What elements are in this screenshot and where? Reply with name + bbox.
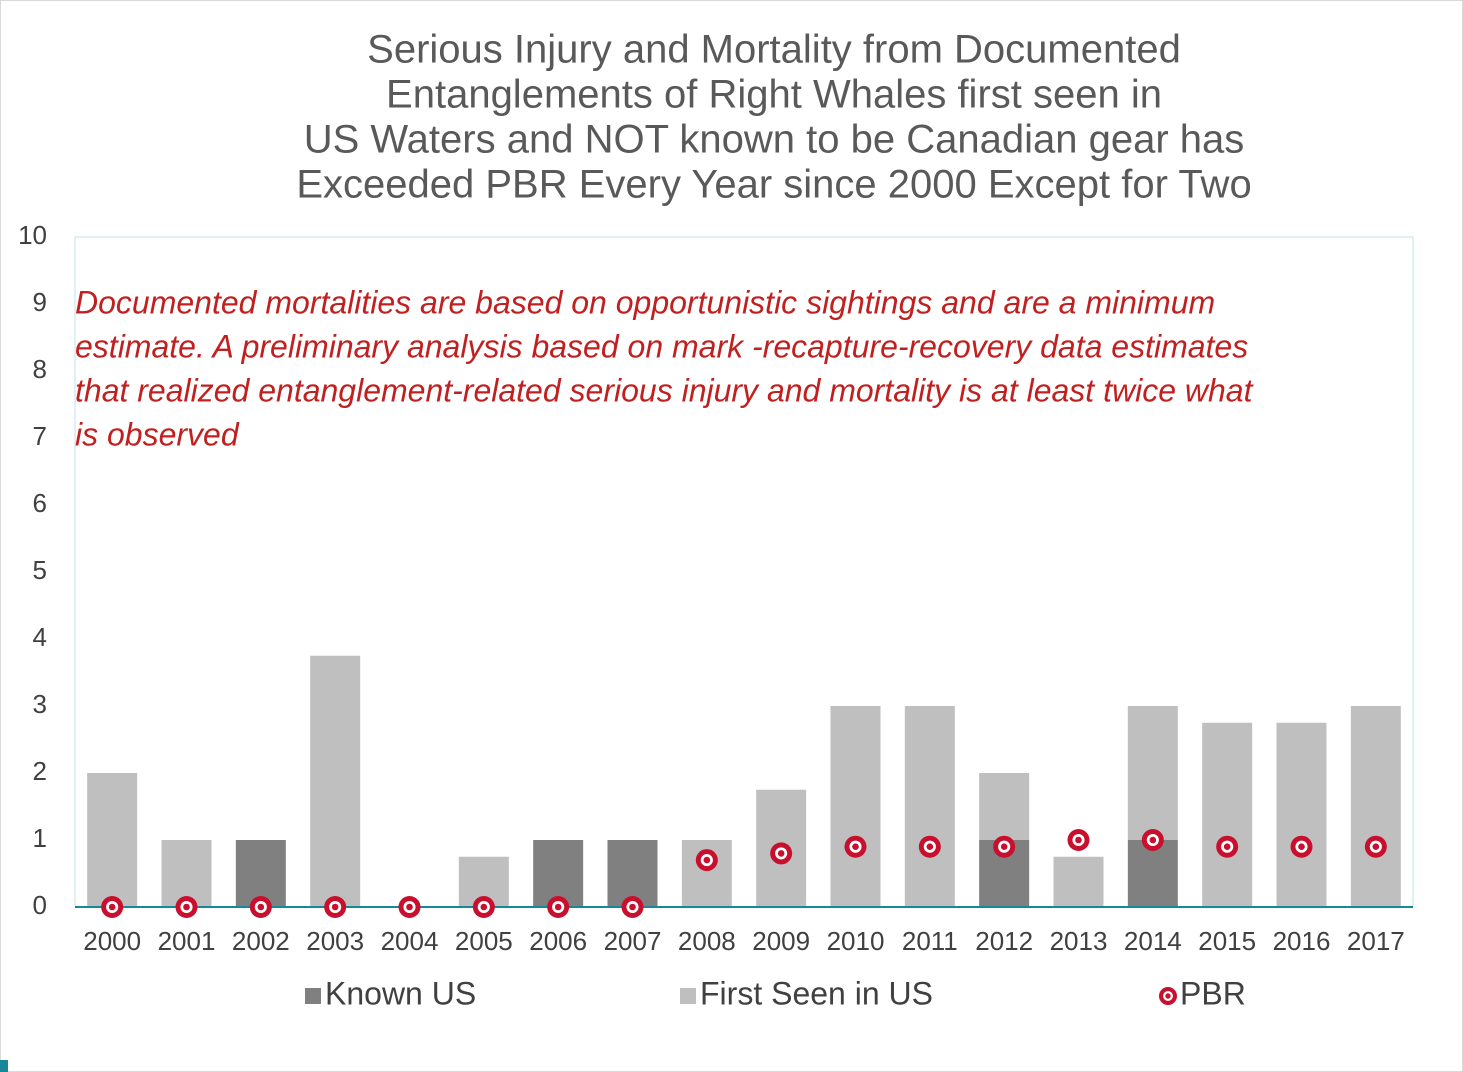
x-tick-label: 2001	[158, 926, 216, 956]
marker-dot	[1223, 843, 1231, 850]
x-tick-label: 2003	[306, 926, 364, 956]
x-tick-label: 2007	[604, 926, 662, 956]
marker-dot	[852, 843, 859, 850]
x-tick-label: 2012	[975, 926, 1033, 956]
annotation: Documented mortalities are based on oppo…	[75, 284, 1215, 320]
legend-swatch	[305, 988, 321, 1004]
y-tick-label: 7	[33, 421, 47, 451]
chart-title: US Waters and NOT known to be Canadian g…	[304, 118, 1245, 162]
legend-label: PBR	[1180, 975, 1246, 1011]
pbr-marker	[472, 896, 495, 918]
legend-swatch	[680, 988, 696, 1004]
marker-dot	[108, 903, 116, 911]
y-tick-label: 10	[18, 220, 47, 250]
bar	[904, 706, 955, 907]
marker-dot	[777, 850, 785, 857]
pbr-marker	[249, 896, 272, 918]
bar	[1127, 706, 1178, 840]
annotation: estimate. A preliminary analysis based o…	[75, 328, 1248, 364]
marker-dot	[926, 843, 934, 850]
pbr-marker	[1067, 829, 1090, 851]
pbr-marker	[844, 835, 867, 858]
x-tick-label: 2004	[381, 926, 439, 956]
marker-dot	[554, 903, 562, 911]
x-tick-label: 2009	[752, 926, 810, 956]
marker-dot	[480, 903, 488, 911]
x-tick-label: 2017	[1347, 926, 1405, 956]
pbr-marker	[175, 896, 198, 918]
y-tick-label: 5	[33, 555, 47, 585]
marker-dot	[1372, 843, 1380, 850]
y-tick-label: 4	[33, 622, 47, 652]
x-tick-label: 2014	[1124, 926, 1182, 956]
bar	[1202, 722, 1253, 907]
legend-marker	[1159, 987, 1177, 1005]
bar	[607, 840, 658, 907]
bar	[533, 840, 584, 907]
marker-dot	[1075, 836, 1082, 844]
marker-dot	[1000, 843, 1008, 850]
x-tick-label: 2015	[1198, 926, 1256, 956]
pbr-marker	[993, 835, 1016, 858]
chart-title: Serious Injury and Mortality from Docume…	[367, 28, 1181, 72]
bar	[235, 840, 286, 907]
pbr-marker	[1141, 829, 1164, 851]
pbr-marker	[695, 849, 718, 872]
bar	[1276, 722, 1327, 907]
pbr-marker	[621, 896, 644, 918]
x-tick-label: 2016	[1273, 926, 1331, 956]
x-tick-label: 2013	[1050, 926, 1108, 956]
legend-label: First Seen in US	[700, 975, 933, 1011]
marker-dot	[406, 903, 413, 911]
marker-dot	[1165, 993, 1171, 999]
bar	[1350, 706, 1401, 907]
x-tick-label: 2006	[529, 926, 587, 956]
marker-dot	[629, 903, 636, 911]
bar	[1127, 840, 1178, 907]
chart-title: Entanglements of Right Whales first seen…	[386, 73, 1162, 117]
marker-dot	[703, 856, 711, 864]
x-tick-label: 2002	[232, 926, 290, 956]
marker-dot	[1298, 843, 1305, 850]
bar	[87, 773, 138, 907]
pbr-marker	[1364, 835, 1387, 858]
chart-title: Exceeded PBR Every Year since 2000 Excep…	[296, 163, 1251, 207]
x-tick-label: 2008	[678, 926, 736, 956]
y-tick-label: 1	[33, 823, 47, 853]
y-tick-label: 9	[33, 287, 47, 317]
marker-dot	[183, 903, 190, 911]
bar	[979, 773, 1030, 840]
corner-accent	[0, 1060, 8, 1072]
x-tick-label: 2000	[83, 926, 141, 956]
y-tick-label: 2	[33, 756, 47, 786]
bar	[161, 840, 212, 907]
pbr-marker	[918, 835, 941, 858]
y-tick-label: 0	[33, 890, 47, 920]
annotation: that realized entanglement-related serio…	[75, 372, 1254, 408]
annotation: is observed	[75, 416, 240, 452]
pbr-marker	[770, 842, 793, 865]
marker-dot	[1149, 836, 1157, 844]
pbr-marker	[324, 896, 347, 918]
pbr-marker	[398, 896, 421, 918]
bar	[830, 706, 881, 907]
bar	[1053, 856, 1104, 907]
pbr-marker	[101, 896, 124, 918]
pbr-marker	[1290, 835, 1313, 858]
y-tick-label: 3	[33, 689, 47, 719]
x-tick-label: 2005	[455, 926, 513, 956]
y-tick-label: 6	[33, 488, 47, 518]
pbr-marker	[1216, 835, 1239, 858]
marker-dot	[331, 903, 339, 911]
pbr-marker	[547, 896, 570, 918]
bar	[310, 655, 361, 907]
y-tick-label: 8	[33, 354, 47, 384]
x-tick-label: 2010	[827, 926, 885, 956]
legend-label: Known US	[325, 975, 476, 1011]
marker-dot	[257, 903, 265, 911]
x-tick-label: 2011	[902, 926, 958, 956]
